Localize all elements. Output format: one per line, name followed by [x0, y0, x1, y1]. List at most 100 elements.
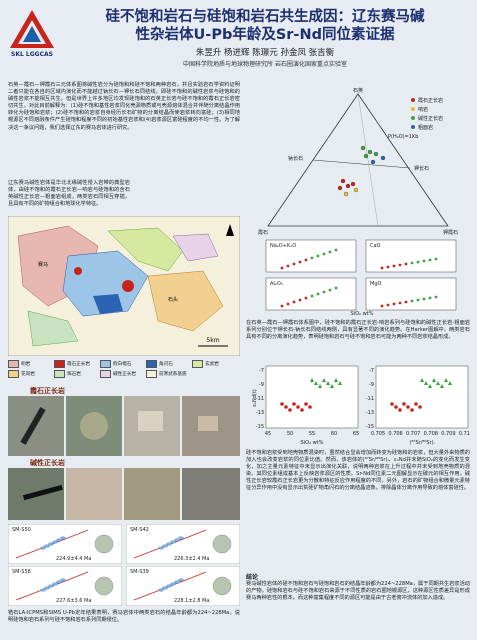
title-line-1: 硅不饱和岩石与硅饱和岩石共生成因：辽东赛马碱	[105, 9, 425, 25]
isotope-ytick: -7	[259, 368, 264, 374]
harker-point	[286, 302, 290, 306]
intro-paragraph: 石英—霞石—钾霞石三元体系图将碱性岩分为硅饱和和硅不饱和两种岩石，并且实验岩石学…	[8, 82, 240, 131]
photo-caption-1: 霞石正长岩	[30, 387, 65, 395]
harker-point	[416, 260, 420, 264]
nepheline-syenite-photos	[8, 396, 240, 456]
isotope-ytick: -13	[366, 410, 374, 416]
harker-point	[322, 290, 326, 294]
map-legend-item: 假白榴石	[100, 360, 131, 368]
zircon-ellipse	[174, 580, 180, 584]
map-legend-label: 霞石正长岩	[67, 362, 90, 367]
ternary-legend-marker	[411, 125, 415, 129]
ternary-apex-quartz: 石英	[353, 87, 363, 94]
isotope-xtick: 50	[287, 431, 293, 437]
harker-point	[410, 261, 414, 265]
zircon-ellipse	[178, 536, 184, 540]
zircon-ellipse	[166, 542, 172, 546]
harker-xlabel: SiO₂ wt%	[351, 311, 374, 316]
isotope-xtick: 65	[353, 431, 359, 437]
zircon-ellipse	[56, 538, 62, 542]
ternary-point	[363, 153, 369, 159]
isotope-ylabel: εₙNd(t)	[252, 389, 258, 407]
zircon-ellipse	[60, 536, 66, 540]
isotope-ytick: -9	[259, 382, 264, 388]
result-paragraph-1: 在石英—霞石—钾霞石体系图中，硅不饱和的霞石正长岩-响岩系列与硅饱和的碱性正长岩…	[246, 320, 470, 341]
map-scale: 5km	[206, 337, 219, 344]
isotope-point	[418, 405, 422, 409]
zircon-ellipse	[166, 584, 172, 588]
zircon-sample-label: SM-S39	[130, 569, 149, 575]
map-legend-swatch	[192, 360, 203, 368]
isotope-point	[424, 381, 428, 385]
zircon-cl-image	[212, 576, 232, 596]
isotope-point	[432, 378, 436, 382]
harker-point	[428, 296, 432, 300]
isotope-xlabel: (⁸⁷Sr/⁸⁶Sr)ᵢ	[410, 440, 435, 446]
ternary-point	[343, 191, 349, 197]
zircon-ellipse	[170, 540, 176, 544]
isotope-point	[398, 408, 402, 412]
isotope-point	[420, 378, 424, 382]
isotope-point	[318, 384, 322, 388]
map-legend-label: 花岗岩	[21, 372, 35, 377]
map-legend-swatch	[146, 370, 157, 378]
isotope-point	[288, 408, 292, 412]
ternary-legend-label: 粗面岩	[418, 124, 433, 131]
zircon-plot: SM-S42 226.3±2.4 Ma	[126, 524, 240, 564]
geology-paragraph: 辽东赛马碱性岩体是华北北缘碱性侵入岩带的典型岩体，由硅不饱和的霞石正长岩—响岩与…	[8, 180, 130, 208]
ternary-kalsilite: 钾霞石	[443, 229, 458, 236]
isotope-point	[390, 402, 394, 406]
authors: 朱昱升 杨进辉 陈璟元 孙金凤 张吉衡	[195, 48, 335, 58]
harker-point	[416, 298, 420, 302]
ternary-nepheline: 霞石	[258, 230, 268, 236]
map-legend-swatch	[100, 370, 111, 378]
isotope-ytick: -15	[256, 424, 264, 430]
ternary-legend-label: 碱性正长岩	[418, 115, 443, 122]
isotope-point	[448, 381, 452, 385]
isotope-point	[406, 405, 410, 409]
harker-point	[422, 259, 426, 263]
title-line-2: 性杂岩体U-Pb年龄及Sr-Nd同位素证据	[135, 27, 395, 43]
ternary-albite: 钠长石	[288, 155, 303, 162]
map-legend-item: 碱性正长岩	[100, 370, 136, 378]
isotope-panel	[265, 365, 359, 429]
ternary-point	[380, 155, 386, 161]
institution-logo: SKL LGGCAS	[10, 10, 54, 58]
zircon-sample-label: SM-S50	[12, 527, 31, 533]
harker-diagrams: Na₂O+K₂O CaO Al₂O₃ MgO SiO₂ wt%	[265, 239, 457, 316]
ternary-legend-marker	[411, 116, 415, 120]
harker-point	[428, 258, 432, 262]
harker-panel-label: Al₂O₃	[270, 281, 283, 287]
isotope-point	[310, 378, 314, 382]
isotope-point	[314, 381, 318, 385]
harker-point	[434, 257, 438, 261]
isotope-point	[402, 402, 406, 406]
map-legend-item: 花岗岩	[8, 370, 35, 378]
ternary-point	[353, 187, 359, 193]
map-legend-swatch	[8, 370, 19, 378]
ternary-legend-marker	[411, 107, 415, 111]
ternary-point	[340, 178, 346, 184]
zircon-ellipse	[162, 586, 168, 590]
zircon-plot: SM-S58 227.6±3.6 Ma	[8, 566, 122, 606]
zircon-plot: SM-S39 228.1±2.8 Ma	[126, 566, 240, 606]
harker-point	[280, 266, 284, 270]
harker-point	[392, 264, 396, 268]
zircon-age-label: 224.9±4.4 Ma	[56, 556, 91, 562]
zircon-sample-label: SM-S58	[12, 569, 31, 575]
conclusion-paragraph: 赛马碱性岩体的硅不饱和岩石与硅饱和岩石的结晶年龄都为224~228Ma，属于同期…	[246, 581, 470, 602]
ternary-point	[373, 151, 379, 157]
map-place-1: 赛马	[38, 261, 48, 268]
harker-point	[422, 297, 426, 301]
harker-panel	[365, 239, 457, 273]
zircon-ellipse	[52, 540, 58, 544]
isotope-point	[326, 381, 330, 385]
isotope-point	[330, 384, 334, 388]
harker-panel	[265, 239, 357, 273]
harker-point	[434, 295, 438, 299]
isotope-ytick: -11	[366, 396, 374, 402]
ternary-point	[337, 185, 343, 191]
map-legend-swatch	[8, 360, 19, 368]
zircon-plot: SM-S50 224.9±4.4 Ma	[8, 524, 122, 564]
